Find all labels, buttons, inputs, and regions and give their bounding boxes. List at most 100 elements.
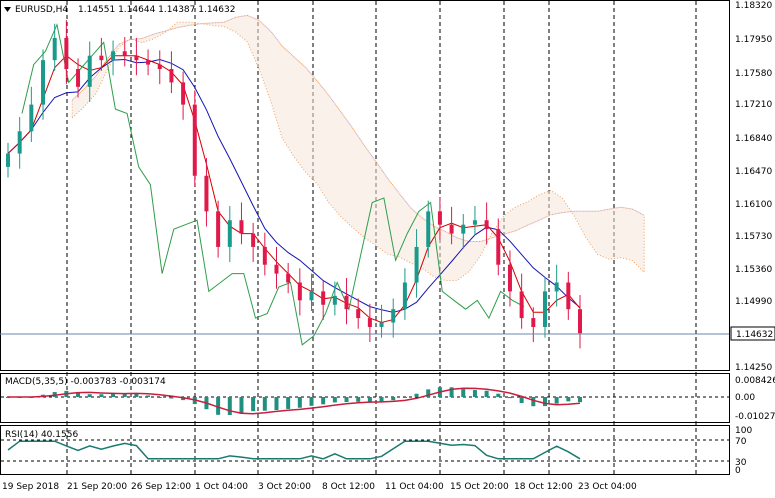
macd-bar	[76, 392, 81, 397]
current-price-box	[730, 326, 775, 341]
candle-body	[111, 51, 116, 61]
macd-bar	[134, 393, 139, 397]
candle-body	[554, 282, 559, 292]
candle-body	[99, 55, 104, 61]
macd-bar	[87, 394, 92, 397]
macd-bar	[146, 395, 151, 397]
candles	[6, 20, 582, 349]
time-axis: 19 Sep 2018 21 Sep 20:00 26 Sep 12:00 1 …	[2, 482, 637, 492]
macd-bar	[554, 397, 559, 404]
macd-axis-tick: 0.008426	[735, 376, 775, 386]
candle-body	[239, 220, 244, 234]
macd-panel[interactable]	[0, 373, 730, 423]
price-tick: 1.16840	[735, 134, 772, 144]
candle-body	[531, 318, 536, 327]
macd-bar	[99, 394, 104, 397]
time-tick: 23 Oct 04:00	[578, 482, 637, 492]
macd-bar	[227, 397, 232, 415]
candle-body	[52, 37, 57, 61]
price-tick: 1.17950	[735, 35, 772, 45]
price-tick: 1.17580	[735, 69, 772, 79]
candle-body	[461, 224, 466, 234]
candle-body	[192, 104, 197, 176]
price-tick: 1.14990	[735, 297, 772, 307]
candle-body	[169, 69, 174, 83]
cloud-area	[71, 14, 645, 282]
candle-body	[227, 220, 232, 247]
candle-body	[507, 264, 512, 292]
macd-bar	[274, 397, 279, 410]
ohlc-values: 1.14551 1.14644 1.14387 1.14632	[78, 5, 235, 15]
candle-body	[426, 211, 431, 247]
candle-body	[181, 82, 186, 105]
candle-body	[414, 246, 419, 283]
macd-bar	[332, 397, 337, 403]
time-tick: 3 Oct 20:00	[258, 482, 311, 492]
rsi-axis-tick: 100	[735, 426, 752, 436]
candle-body	[449, 224, 454, 234]
rsi-line	[7, 440, 581, 460]
macd-bar	[169, 397, 174, 399]
time-tick: 8 Oct 12:00	[322, 482, 375, 492]
candle-body	[262, 246, 267, 265]
macd-bar	[309, 397, 314, 406]
candle-body	[122, 51, 127, 56]
candle-body	[402, 282, 407, 310]
candle-body	[286, 273, 291, 283]
macd-bar	[122, 393, 127, 397]
price-tick: 1.15360	[735, 265, 772, 275]
symbol-label: EURUSD,H4	[15, 5, 68, 15]
macd-bar	[356, 397, 361, 402]
candle-body	[134, 55, 139, 61]
macd-bar	[297, 397, 302, 408]
candle-body	[76, 69, 81, 87]
macd-bar	[367, 397, 372, 403]
macd-bar	[414, 393, 419, 397]
macd-histogram	[6, 387, 582, 415]
time-tick: 19 Sep 2018	[2, 482, 59, 492]
candle-body	[367, 318, 372, 327]
candle-body	[274, 264, 279, 274]
price-tick: 1.16100	[735, 200, 772, 210]
candle-body	[64, 37, 69, 70]
candle-body	[578, 309, 582, 334]
candle-body	[146, 60, 151, 65]
macd-bar	[542, 397, 547, 407]
candle-body	[204, 175, 209, 212]
candle-body	[472, 220, 477, 225]
candle-body	[496, 229, 501, 265]
time-tick: 26 Sep 12:00	[131, 482, 191, 492]
price-axis: 1.18320 1.17950 1.17580 1.17210 1.16840 …	[730, 1, 775, 373]
macd-axis-tick: -0.010273	[735, 412, 775, 422]
time-tick: 18 Oct 12:00	[514, 482, 573, 492]
candle-body	[17, 131, 22, 154]
candle-body	[356, 309, 361, 319]
rsi-label: RSI(14) 40.1556	[5, 430, 78, 440]
macd-bar	[449, 387, 454, 397]
candle-body	[437, 211, 442, 225]
rsi-axis-tick: 0	[735, 466, 741, 476]
macd-bar	[262, 397, 267, 411]
candle-body	[216, 211, 221, 247]
candle-body	[344, 295, 349, 310]
macd-bar	[566, 397, 571, 402]
price-tick: 1.16470	[735, 167, 772, 177]
rsi-axis-tick: 70	[735, 437, 747, 447]
candle-body	[321, 291, 326, 305]
time-tick: 1 Oct 04:00	[195, 482, 248, 492]
macd-bar	[344, 397, 349, 403]
candle-body	[391, 309, 396, 323]
grid-lines	[1, 1, 729, 474]
price-tick: 1.14250	[735, 363, 772, 373]
macd-bar	[321, 397, 326, 405]
macd-bar	[216, 397, 221, 415]
macd-label: MACD(5,35,5) -0.003783 -0.003174	[5, 377, 166, 387]
candle-body	[6, 153, 10, 167]
candle-body	[484, 220, 489, 230]
dropdown-triangle-icon[interactable]	[4, 7, 11, 12]
rsi-path	[7, 440, 581, 460]
candle-body	[29, 104, 34, 132]
rsi-panel[interactable]	[0, 425, 730, 475]
candle-body	[542, 291, 547, 327]
